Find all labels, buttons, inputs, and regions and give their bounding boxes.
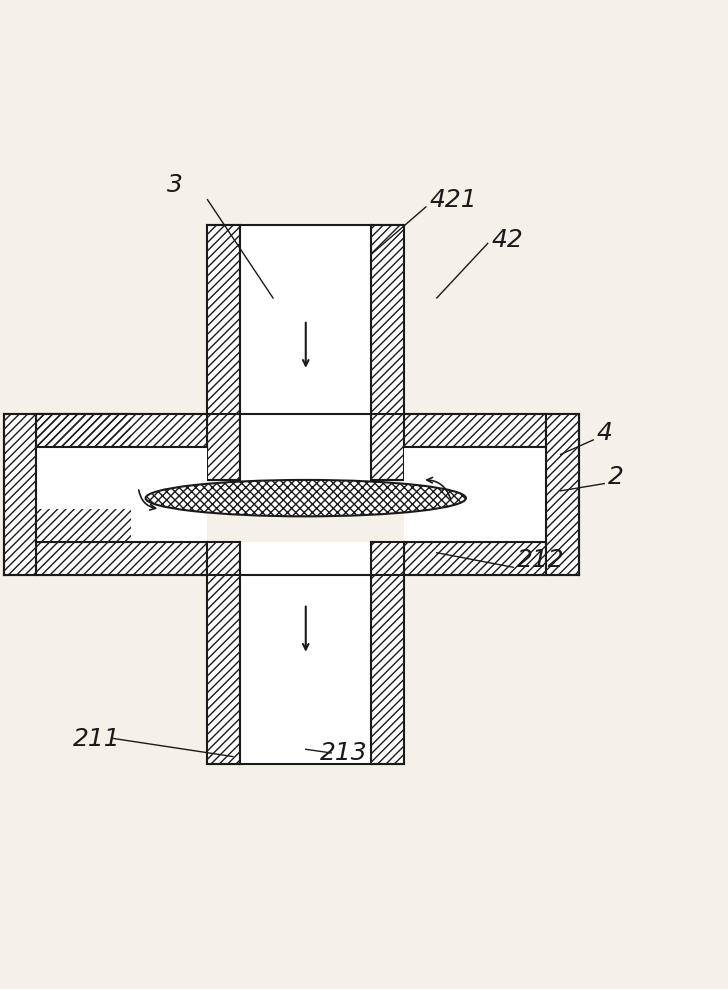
- Bar: [36, 414, 131, 447]
- Bar: [4, 414, 36, 575]
- Bar: [207, 225, 240, 480]
- Bar: [36, 509, 131, 542]
- Bar: [36, 414, 131, 447]
- Bar: [207, 542, 240, 764]
- Bar: [36, 509, 131, 542]
- Text: 213: 213: [320, 741, 368, 765]
- Bar: [371, 542, 404, 764]
- Bar: [207, 225, 240, 480]
- Bar: [36, 414, 207, 447]
- Ellipse shape: [146, 480, 466, 516]
- Text: 4: 4: [597, 421, 613, 445]
- Bar: [4, 414, 36, 575]
- Bar: [404, 542, 546, 575]
- Bar: [207, 542, 240, 764]
- Bar: [36, 542, 207, 575]
- Bar: [371, 542, 404, 764]
- Text: 3: 3: [167, 173, 183, 198]
- Bar: [36, 447, 207, 542]
- Bar: [404, 447, 546, 542]
- Bar: [36, 542, 207, 575]
- Bar: [546, 414, 579, 575]
- Text: 2: 2: [608, 465, 624, 489]
- Bar: [36, 414, 207, 447]
- Bar: [404, 542, 546, 575]
- Bar: [404, 414, 546, 447]
- Bar: [404, 414, 546, 447]
- Text: 421: 421: [430, 188, 477, 212]
- Bar: [546, 414, 579, 575]
- Bar: [371, 225, 404, 480]
- Bar: [371, 225, 404, 480]
- Bar: [240, 542, 371, 764]
- Bar: [240, 225, 371, 480]
- Text: 42: 42: [491, 228, 523, 252]
- Text: 212: 212: [517, 548, 564, 573]
- Text: 211: 211: [73, 727, 120, 751]
